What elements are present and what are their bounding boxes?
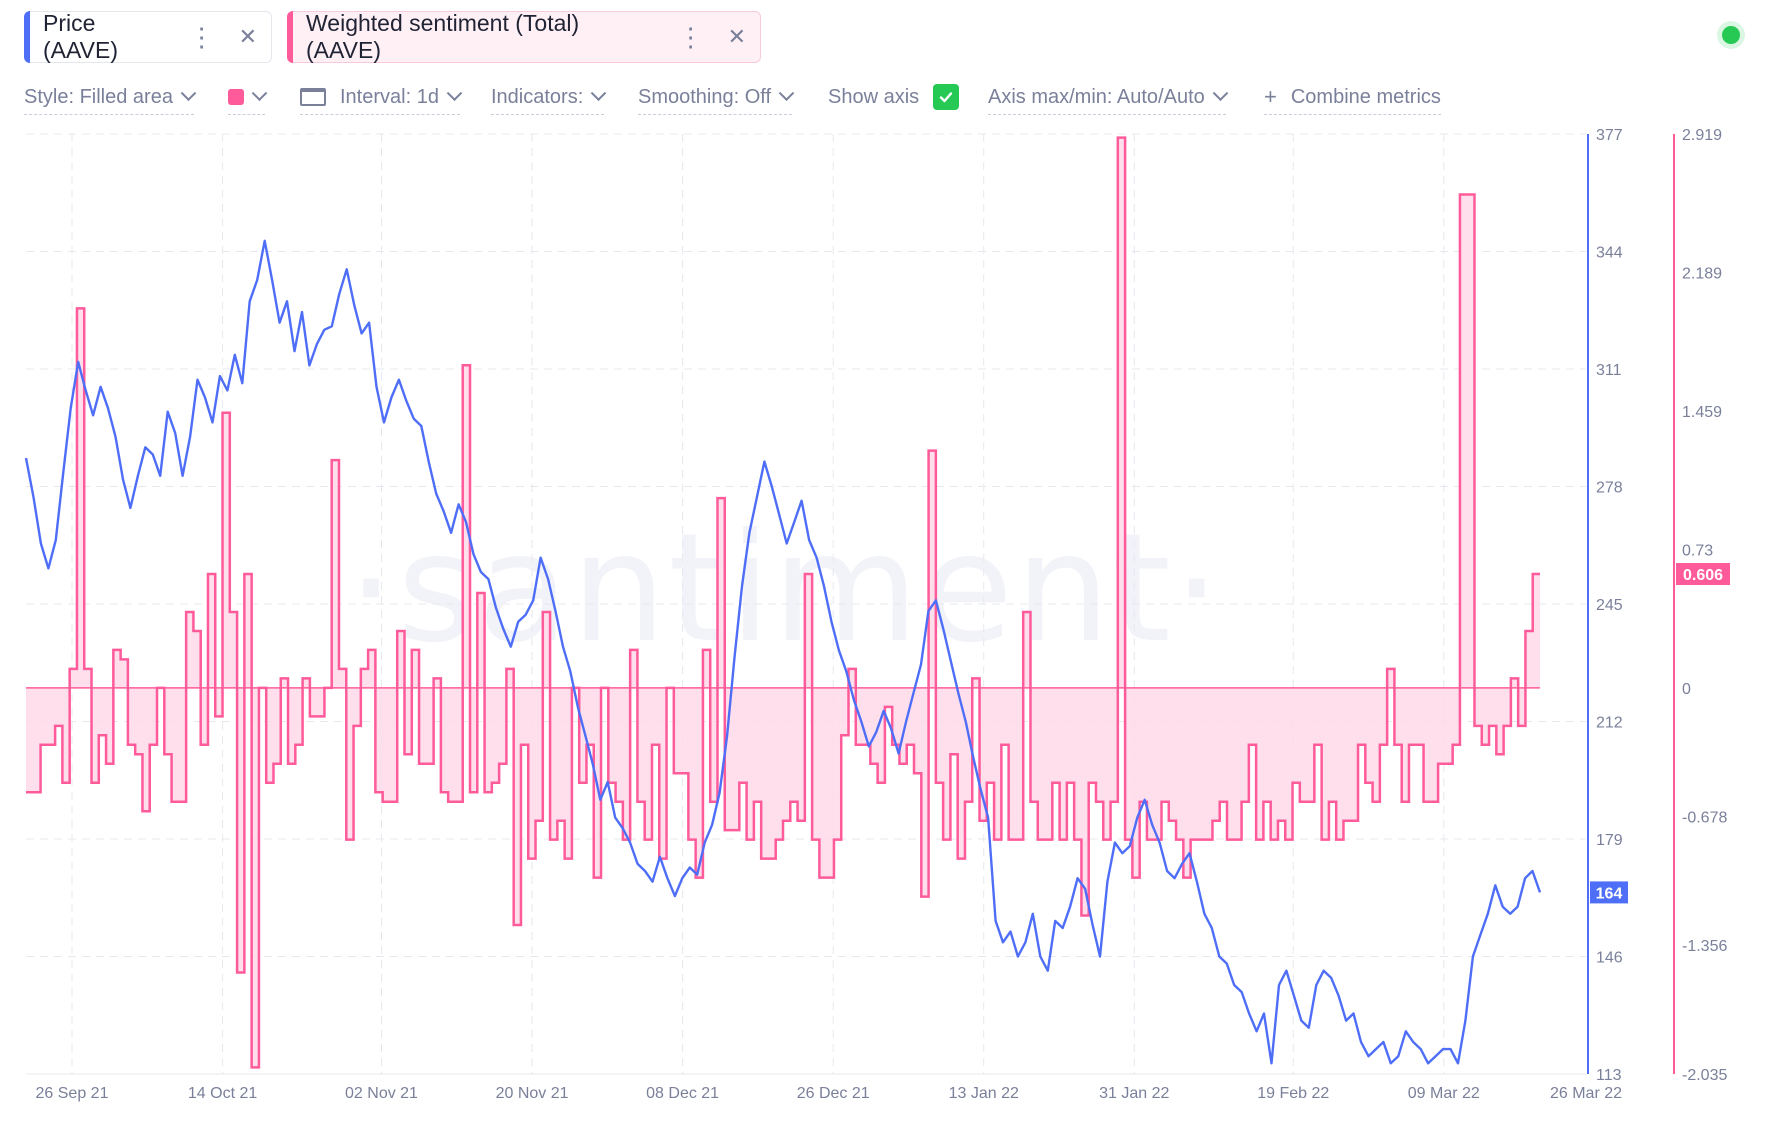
close-icon[interactable]: ✕: [238, 24, 257, 49]
style-dropdown[interactable]: Style: Filled area: [24, 80, 197, 115]
combine-label: Combine metrics: [1290, 85, 1441, 108]
smoothing-dropdown[interactable]: Smoothing: Off: [638, 80, 795, 115]
y-left-tick-label: 344: [1596, 245, 1623, 262]
x-tick-label: 26 Dec 21: [797, 1085, 870, 1102]
y-left-tick-label: 245: [1596, 597, 1623, 614]
more-options-icon[interactable]: ⋮: [677, 21, 704, 52]
y-right-tick-label: 0: [1682, 681, 1691, 698]
y-right-tick-label: 0.73: [1682, 542, 1713, 559]
x-tick-label: 26 Sep 21: [36, 1085, 109, 1102]
y-right-tick-label: -2.035: [1682, 1067, 1727, 1084]
interval-dropdown[interactable]: Interval: 1d: [300, 80, 463, 115]
sentiment-current-label: 0.606: [1683, 567, 1723, 584]
sentiment-current-badge: [1676, 563, 1730, 586]
x-tick-label: 02 Nov 21: [345, 1085, 418, 1102]
price-series: [24, 239, 1542, 1065]
tab-label: Weighted sentiment (Total) (AAVE): [306, 10, 580, 63]
show-axis-toggle[interactable]: Show axis: [828, 80, 960, 114]
y-left-tick-label: 311: [1596, 362, 1622, 379]
indicators-label: Indicators:: [491, 85, 584, 108]
sentiment-line: [26, 136, 1540, 1069]
tab-color-bar: [24, 11, 30, 63]
y-left-tick-label: 179: [1596, 832, 1623, 849]
live-status-icon: [1722, 26, 1740, 44]
tab-color-bar: [287, 11, 293, 63]
more-options-icon[interactable]: ⋮: [188, 21, 215, 52]
y-right-tick-label: -1.356: [1682, 938, 1727, 955]
price-current-badge: [1590, 881, 1628, 904]
plus-icon: +: [1264, 84, 1277, 109]
x-tick-label: 13 Jan 22: [949, 1085, 1019, 1102]
y-right-tick-label: 1.459: [1682, 404, 1722, 421]
y-left-tick-label: 113: [1596, 1067, 1622, 1084]
y-left-tick-label: 212: [1596, 715, 1623, 732]
axes: 377 344 311 278 245 212 179 146 113 2.919 2.189 1.4…: [26, 127, 1730, 1084]
interval-label: Interval: 1d: [340, 85, 439, 108]
x-tick-label: 08 Dec 21: [646, 1085, 719, 1102]
indicators-dropdown[interactable]: Indicators:: [491, 80, 607, 115]
y-left-tick-label: 377: [1596, 127, 1623, 144]
metric-tab-price[interactable]: Price (AAVE) ⋮ ✕: [24, 10, 272, 63]
sentiment-series: [26, 136, 1540, 1069]
y-right-tick-label: -0.678: [1682, 810, 1727, 827]
axis-maxmin-label: Axis max/min: Auto/Auto: [988, 85, 1205, 108]
price-current-label: 164: [1596, 885, 1623, 902]
grid: [26, 133, 1586, 1075]
show-axis-label: Show axis: [828, 85, 920, 108]
x-tick-label: 14 Oct 21: [188, 1085, 257, 1102]
smoothing-label: Smoothing: Off: [638, 85, 772, 108]
metric-tab-sentiment[interactable]: Weighted sentiment (Total) (AAVE) ⋮ ✕: [287, 10, 761, 63]
price-line: [24, 239, 1542, 1065]
x-axis-labels: 26 Sep 21 14 Oct 21 02 Nov 21 20 Nov 21 08 D…: [36, 1085, 1623, 1102]
y-left-tick-label: 278: [1596, 480, 1623, 497]
x-tick-label: 20 Nov 21: [496, 1085, 569, 1102]
x-tick-label: 09 Mar 22: [1408, 1085, 1480, 1102]
x-tick-label: 31 Jan 22: [1099, 1085, 1169, 1102]
close-icon[interactable]: ✕: [727, 24, 746, 49]
tab-label: Price (AAVE): [43, 10, 118, 63]
style-label: Style: Filled area: [24, 85, 173, 108]
y-left-tick-label: 146: [1596, 950, 1623, 967]
color-picker[interactable]: [228, 80, 268, 115]
x-tick-label: 19 Feb 22: [1257, 1085, 1329, 1102]
y-right-tick-label: 2.919: [1682, 127, 1722, 144]
checkbox-checked-icon[interactable]: [933, 84, 960, 110]
x-tick-label: 26 Mar 22: [1550, 1085, 1622, 1102]
color-swatch-icon: [228, 89, 244, 105]
y-right-tick-label: 2.189: [1682, 266, 1722, 283]
axis-maxmin-dropdown[interactable]: Axis max/min: Auto/Auto: [988, 80, 1229, 115]
combine-metrics-button[interactable]: + Combine metrics: [1264, 80, 1441, 115]
calendar-icon: [300, 88, 326, 106]
